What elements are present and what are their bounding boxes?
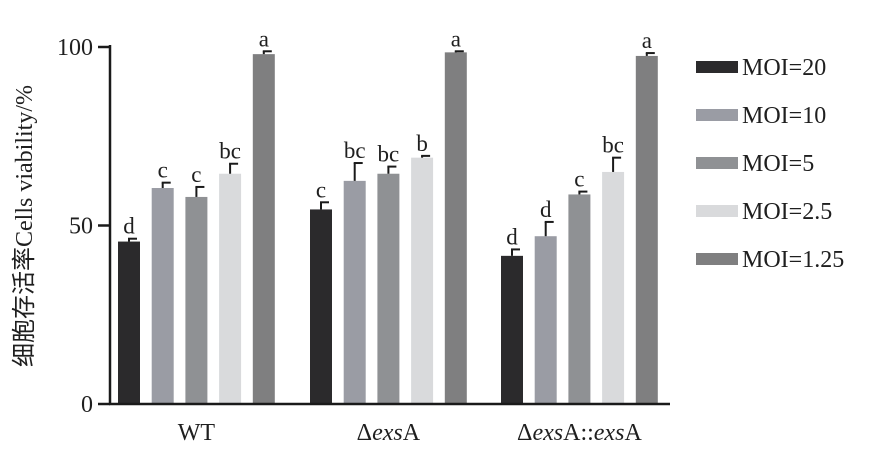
significance-letter: bc [344, 138, 366, 163]
bar [534, 236, 557, 404]
significance-letter: bc [219, 139, 241, 164]
bar [444, 52, 467, 404]
legend-swatch [696, 109, 738, 121]
significance-letter: a [259, 26, 269, 51]
bar [252, 54, 275, 404]
bar [602, 171, 625, 404]
x-tick-label: ΔexsA::exsA [517, 420, 642, 446]
significance-letter: bc [602, 133, 624, 158]
legend-swatch [696, 253, 738, 265]
y-tick-label: 100 [57, 35, 93, 61]
bar [343, 180, 366, 404]
bar [377, 173, 400, 404]
y-tick-label: 50 [69, 214, 93, 240]
significance-letter: a [642, 28, 652, 53]
bar [151, 188, 174, 404]
significance-letter: d [506, 224, 518, 249]
significance-letter: c [191, 162, 201, 187]
legend-label: MOI=2.5 [742, 199, 832, 225]
y-axis-label: 细胞存活率Cells viability/% [11, 85, 38, 367]
legend-swatch [696, 157, 738, 169]
bar [118, 241, 140, 404]
legend-label: MOI=20 [742, 55, 826, 81]
significance-letter: c [316, 177, 326, 202]
legend: MOI=20 MOI=10 MOI=5 MOI=2.5 MOI=1.25 [696, 55, 844, 273]
significance-letter: b [416, 131, 428, 156]
significance-letter: c [574, 167, 584, 192]
y-tick-label: 0 [81, 392, 93, 418]
legend-label: MOI=1.25 [742, 247, 844, 273]
significance-letter: c [158, 158, 168, 183]
legend-label: MOI=10 [742, 103, 826, 129]
bar [310, 209, 332, 404]
x-tick-label: ΔexsA [357, 420, 421, 446]
bar [635, 55, 658, 405]
x-tick-label: WT [178, 420, 216, 446]
legend-swatch [696, 205, 738, 217]
significance-letter: bc [378, 142, 400, 167]
bar [501, 255, 523, 404]
legend-label: MOI=5 [742, 151, 814, 177]
bar [185, 196, 208, 404]
legend-swatch [696, 61, 738, 73]
bar [411, 157, 434, 404]
significance-letter: d [540, 197, 552, 222]
bar [219, 173, 242, 404]
significance-letter: d [123, 214, 135, 239]
bar [568, 194, 591, 404]
significance-letter: a [451, 26, 461, 51]
